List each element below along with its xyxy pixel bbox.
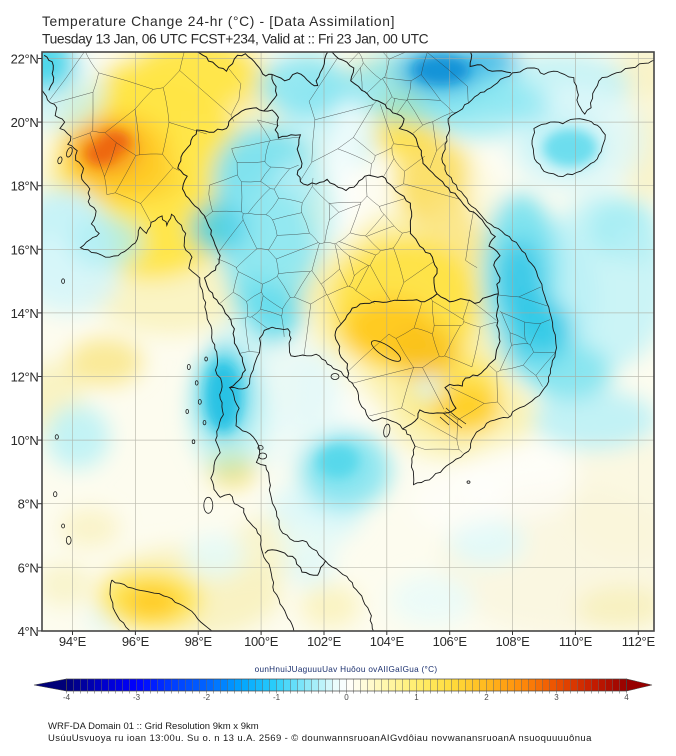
svg-text:98°E: 98°E <box>185 634 213 649</box>
svg-text:8°N: 8°N <box>18 497 39 512</box>
svg-text:ounHnuiJUaguuuUav Huôou ovAIIG: ounHnuiJUaguuuUav Huôou ovAIIGaIGua (°C) <box>255 665 438 674</box>
svg-text:-1: -1 <box>273 693 281 702</box>
svg-text:110°E: 110°E <box>559 634 593 649</box>
svg-text:4°N: 4°N <box>18 624 39 639</box>
svg-text:Temperature Change 24-hr (°C): Temperature Change 24-hr (°C) - [Data As… <box>42 14 395 29</box>
svg-text:UsúuUsvuoya ru ioan 13:00u. Su: UsúuUsvuoya ru ioan 13:00u. Su o. n 13 u… <box>48 733 592 744</box>
svg-text:1: 1 <box>414 693 419 702</box>
svg-text:96°E: 96°E <box>122 634 150 649</box>
svg-text:20°N: 20°N <box>11 115 39 130</box>
svg-text:3: 3 <box>554 693 559 702</box>
svg-text:0: 0 <box>344 693 349 702</box>
svg-text:4: 4 <box>624 693 629 702</box>
svg-text:WRF-DA Domain 01 :: Grid Resol: WRF-DA Domain 01 :: Grid Resolution 9km … <box>48 721 259 732</box>
svg-text:112°E: 112°E <box>622 634 656 649</box>
svg-text:104°E: 104°E <box>370 634 405 649</box>
svg-text:14°N: 14°N <box>11 306 39 321</box>
svg-text:2: 2 <box>484 693 489 702</box>
svg-text:100°E: 100°E <box>244 634 279 649</box>
svg-text:94°E: 94°E <box>59 634 87 649</box>
svg-text:-2: -2 <box>203 693 211 702</box>
svg-text:6°N: 6°N <box>18 560 39 575</box>
svg-text:22°N: 22°N <box>11 52 39 67</box>
svg-text:18°N: 18°N <box>11 179 39 194</box>
svg-text:108°E: 108°E <box>495 634 530 649</box>
svg-text:-3: -3 <box>133 693 141 702</box>
svg-text:10°N: 10°N <box>11 433 39 448</box>
svg-text:12°N: 12°N <box>11 370 39 385</box>
svg-text:-4: -4 <box>63 693 71 702</box>
svg-text:Tuesday 13 Jan, 06 UTC FCST+23: Tuesday 13 Jan, 06 UTC FCST+234, Valid a… <box>42 32 429 47</box>
svg-text:16°N: 16°N <box>11 242 39 257</box>
svg-text:106°E: 106°E <box>433 634 468 649</box>
svg-text:102°E: 102°E <box>307 634 342 649</box>
